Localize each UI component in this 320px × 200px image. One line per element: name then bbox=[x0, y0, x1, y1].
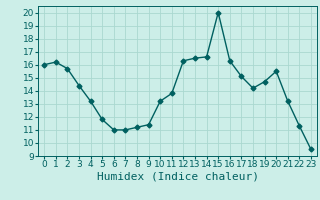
X-axis label: Humidex (Indice chaleur): Humidex (Indice chaleur) bbox=[97, 172, 259, 182]
